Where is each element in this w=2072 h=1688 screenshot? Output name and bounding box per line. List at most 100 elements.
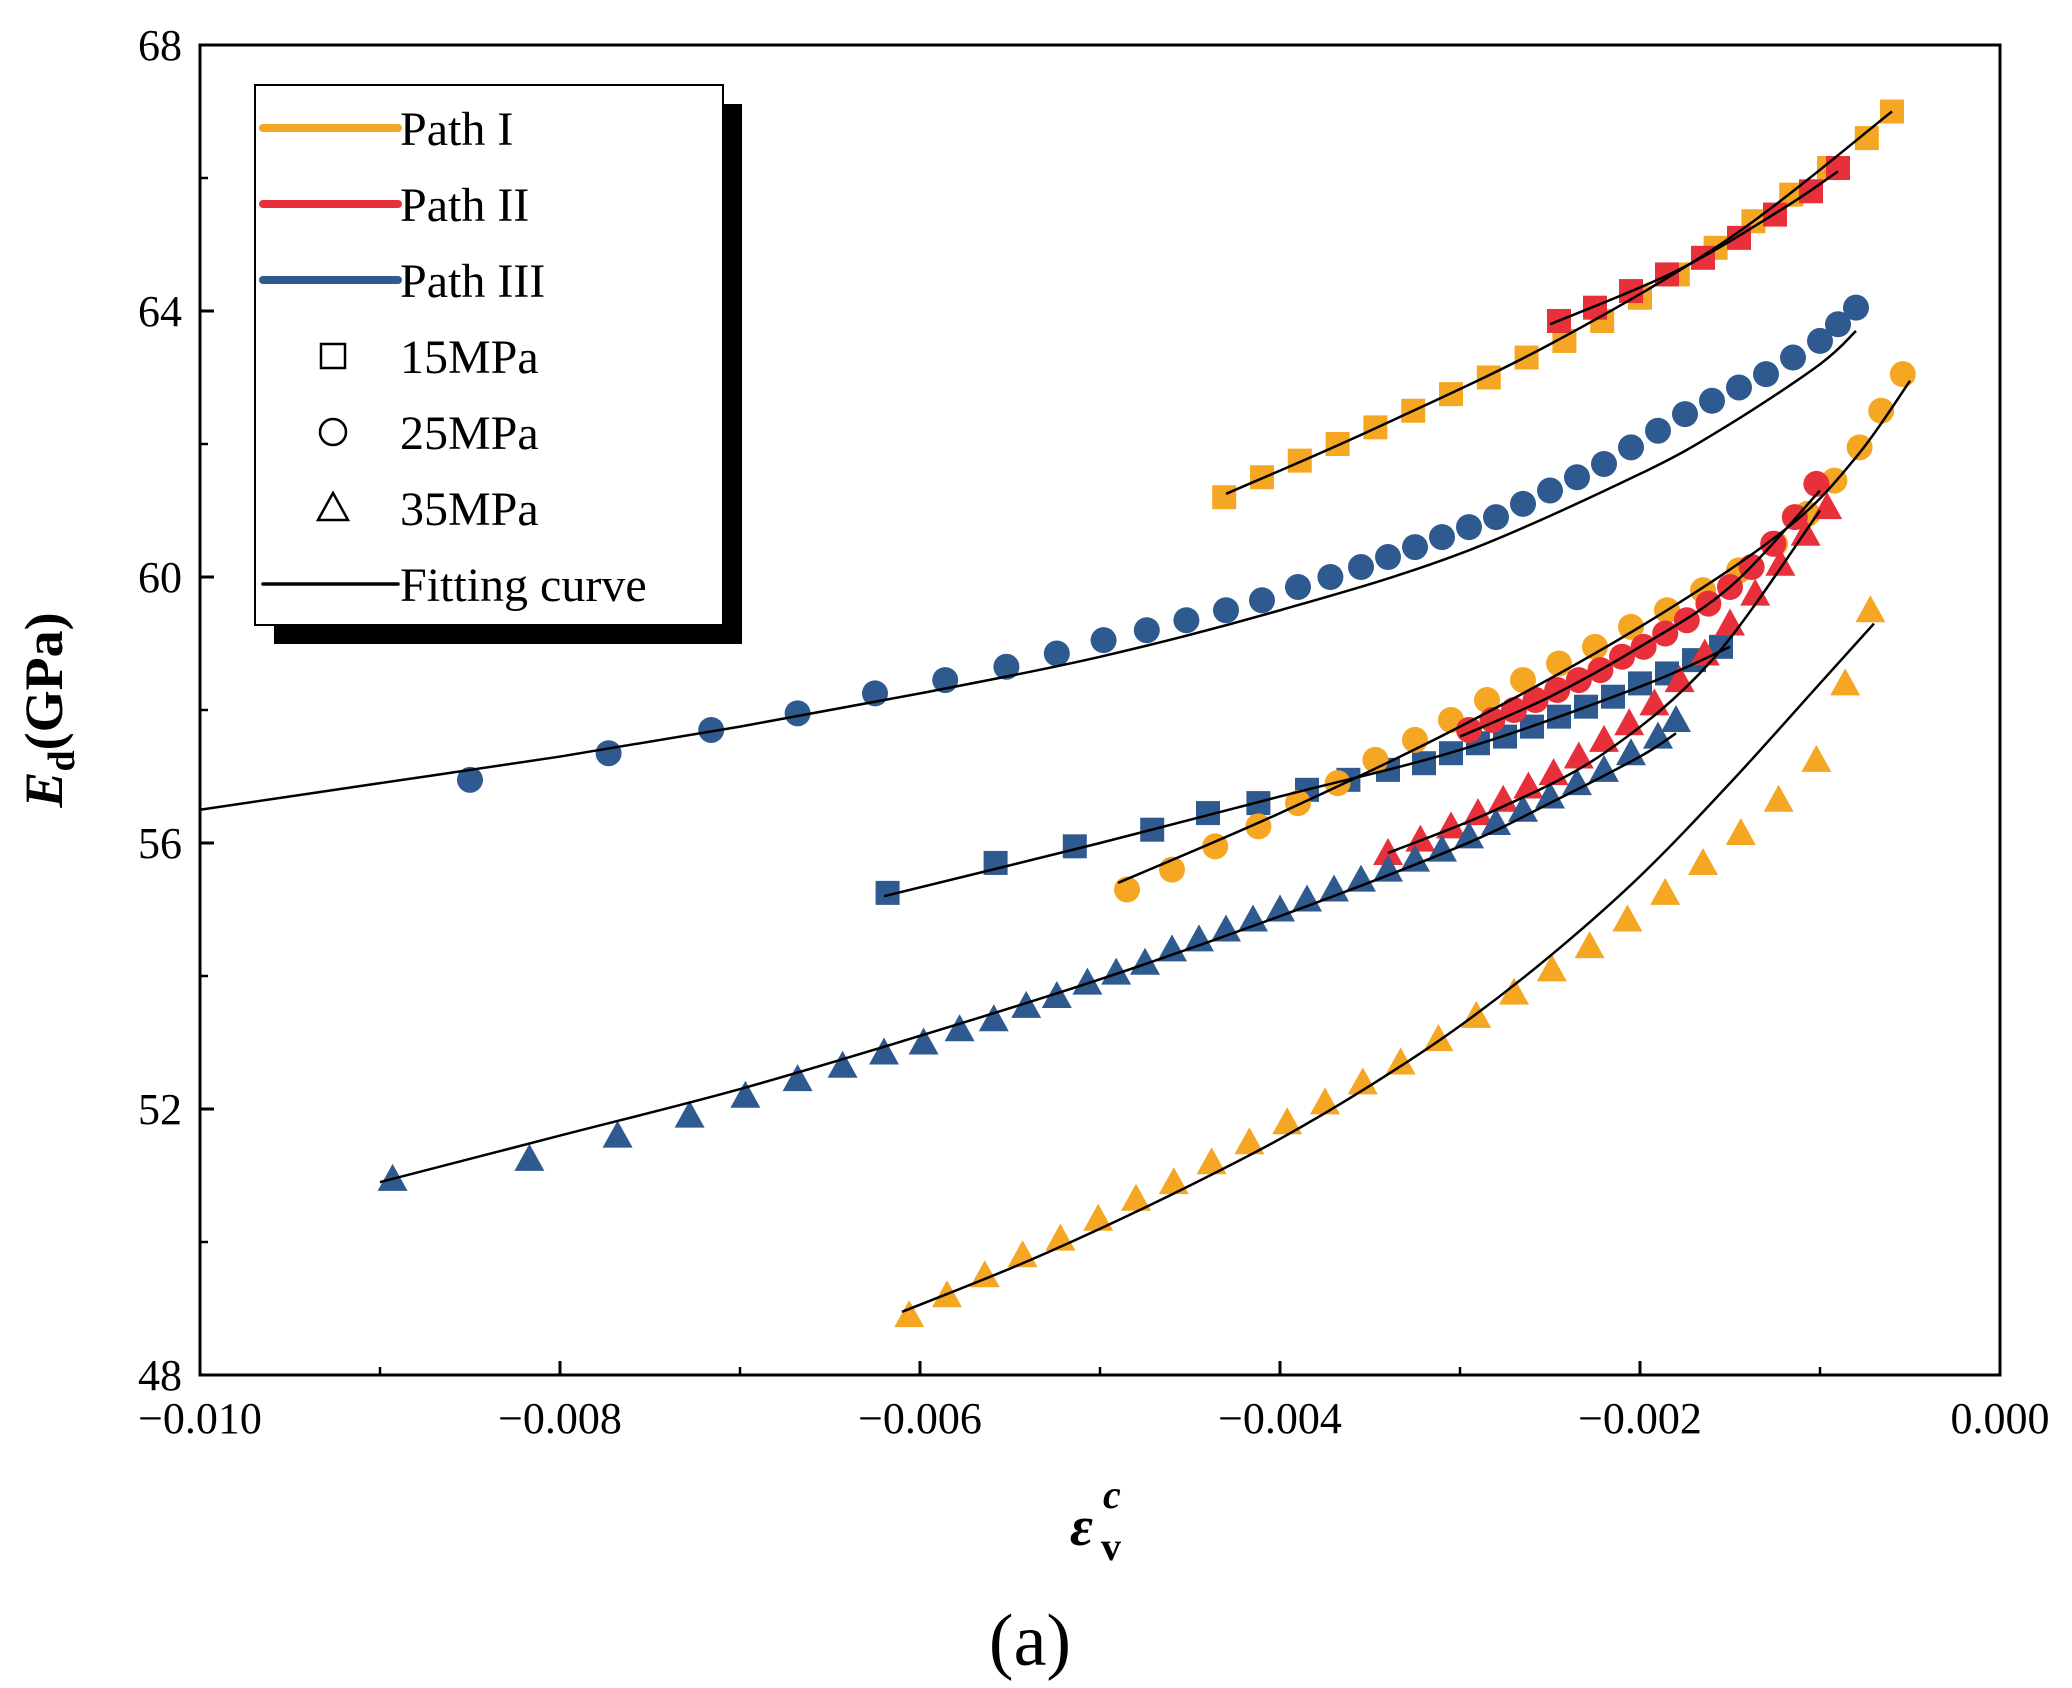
data-point xyxy=(377,1163,408,1191)
data-point xyxy=(969,1260,1000,1288)
legend-label: 35MPa xyxy=(400,483,539,536)
data-point xyxy=(1889,361,1916,388)
legend-entry-15mpa: 15MPa xyxy=(319,331,539,384)
legend-entry-25mpa: 25MPa xyxy=(318,407,539,460)
data-point xyxy=(1612,904,1643,932)
data-point xyxy=(1807,327,1833,354)
data-point xyxy=(1474,687,1500,714)
data-point xyxy=(1011,990,1042,1018)
data-point xyxy=(1499,977,1529,1005)
data-point xyxy=(1423,1024,1454,1052)
data-point xyxy=(1589,724,1619,752)
legend-label: Path I xyxy=(400,103,513,156)
data-point xyxy=(1157,934,1187,962)
data-point xyxy=(1211,914,1241,942)
x-tick-label: −0.004 xyxy=(1218,1394,1342,1443)
data-point xyxy=(1213,597,1239,624)
series-path-i-15mpa xyxy=(1212,99,1904,510)
legend-label: 15MPa xyxy=(400,331,539,384)
fit-fit-path-i-15mpa xyxy=(1225,110,1893,496)
legend-swatch-circle xyxy=(318,417,348,447)
data-point xyxy=(1763,784,1794,812)
x-tick-label: −0.008 xyxy=(498,1394,622,1443)
data-point xyxy=(1090,627,1117,654)
data-point xyxy=(1346,864,1376,892)
data-point xyxy=(1184,924,1214,952)
data-point xyxy=(1574,931,1605,959)
data-point xyxy=(1375,544,1401,571)
data-point xyxy=(1801,744,1832,772)
data-point xyxy=(1265,894,1295,922)
data-point xyxy=(1830,668,1861,696)
fit-fit-path-ii-35mpa xyxy=(1387,509,1822,855)
data-point xyxy=(1688,847,1718,875)
data-point xyxy=(1456,514,1482,541)
data-point xyxy=(698,716,725,743)
y-tick-label: 68 xyxy=(138,21,182,70)
legend-entry-path-ii: Path II xyxy=(259,179,529,232)
data-point xyxy=(1121,1183,1151,1211)
data-point xyxy=(1618,613,1644,640)
data-point xyxy=(827,1050,858,1078)
legend-label: Path III xyxy=(400,255,545,308)
y-tick-label: 64 xyxy=(138,287,182,336)
fit-fit-path-ii-25mpa xyxy=(1459,489,1821,738)
data-point xyxy=(595,740,622,767)
data-point xyxy=(1454,821,1484,849)
data-point xyxy=(1285,790,1311,817)
data-point xyxy=(1582,633,1608,660)
data-point xyxy=(1536,954,1567,982)
data-point xyxy=(993,653,1020,680)
data-point xyxy=(1562,768,1592,796)
data-point xyxy=(1765,548,1796,576)
x-tick-label: −0.010 xyxy=(138,1394,262,1443)
data-point xyxy=(782,1064,813,1092)
legend-entry-path-i: Path I xyxy=(259,103,513,156)
x-tick-label: 0.000 xyxy=(1951,1394,2050,1443)
data-point xyxy=(1725,818,1756,846)
data-point xyxy=(1319,874,1349,902)
legend-swatch-triangle xyxy=(315,490,351,522)
data-point xyxy=(1673,607,1700,634)
data-point xyxy=(1661,704,1691,732)
x-tick-label: −0.002 xyxy=(1578,1394,1702,1443)
data-point xyxy=(1429,524,1455,551)
panel-label: (a) xyxy=(989,1600,1071,1682)
x-tick-label: −0.006 xyxy=(858,1394,982,1443)
fit-fit-path-ii-15mpa xyxy=(1549,170,1839,326)
data-point xyxy=(1405,824,1436,852)
legend: Path I Path II Path III 15MPa 25MPa 35MPa Fitt… xyxy=(254,84,742,644)
y-tick-label: 48 xyxy=(138,1351,182,1400)
y-tick-label: 56 xyxy=(138,819,182,868)
data-point xyxy=(1212,485,1237,510)
data-point xyxy=(514,1143,545,1171)
data-point xyxy=(1272,1107,1303,1135)
data-point xyxy=(1373,854,1403,882)
data-point xyxy=(869,1037,899,1065)
data-point xyxy=(1803,470,1830,497)
data-point xyxy=(1699,387,1725,414)
legend-entry-35mpa: 35MPa xyxy=(315,483,539,536)
legend-box xyxy=(254,84,724,626)
legend-entries: Path I Path II Path III 15MPa 25MPa 35MPa Fitt… xyxy=(259,103,647,612)
data-point xyxy=(1488,784,1519,812)
data-point xyxy=(1537,477,1563,504)
data-point xyxy=(1249,587,1275,614)
data-point xyxy=(1373,837,1403,865)
legend-label: Path II xyxy=(400,179,529,232)
data-point xyxy=(1618,434,1644,461)
data-point xyxy=(1483,504,1509,531)
data-point xyxy=(1564,464,1590,491)
data-point xyxy=(1385,1047,1416,1075)
data-point xyxy=(1292,884,1322,912)
data-point xyxy=(1726,374,1752,401)
data-point xyxy=(1510,490,1536,517)
y-axis-title: Ed(GPa) xyxy=(14,612,83,808)
data-point xyxy=(1427,834,1457,862)
data-point xyxy=(1317,564,1344,590)
data-point xyxy=(1652,620,1679,647)
data-point xyxy=(1476,365,1501,390)
data-point xyxy=(1114,876,1140,903)
x-axis-title-sup: c xyxy=(1103,1472,1121,1517)
